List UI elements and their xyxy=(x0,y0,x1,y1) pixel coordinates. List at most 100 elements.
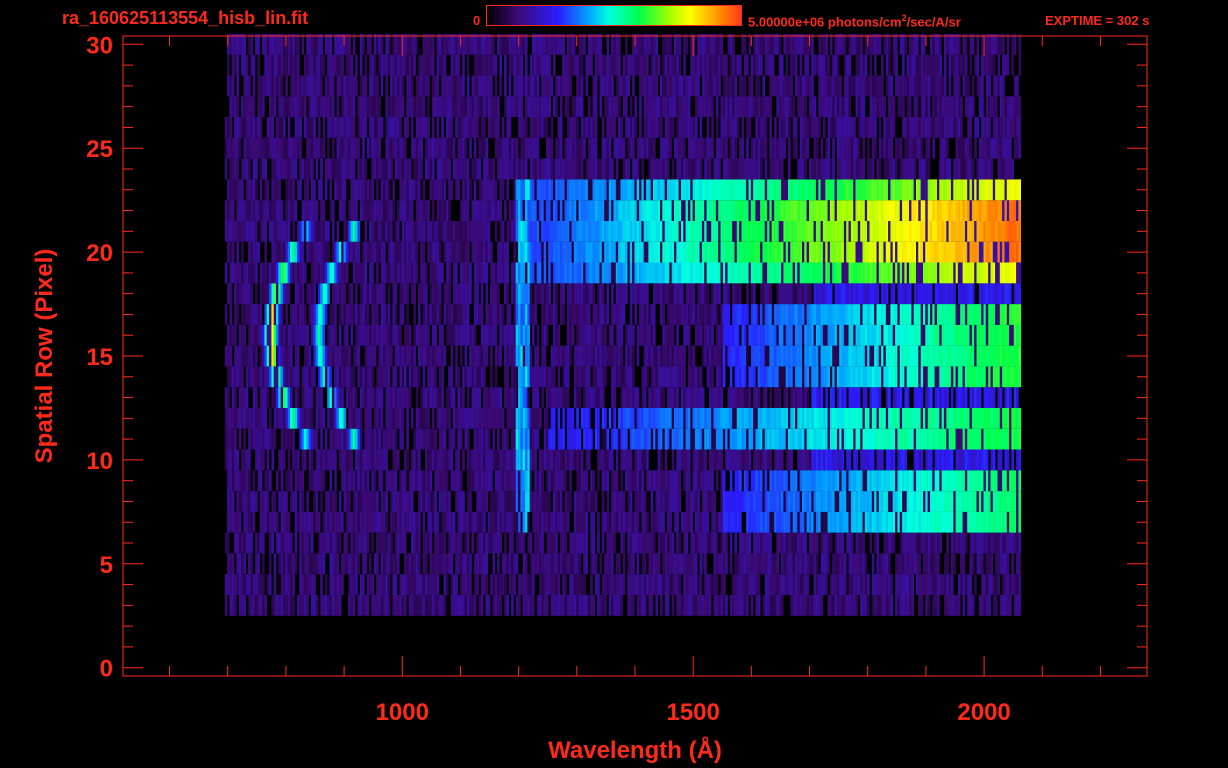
heatmap-cell xyxy=(722,574,726,595)
heatmap-cell xyxy=(778,532,782,554)
heatmap-cell xyxy=(380,345,384,367)
heatmap-cell xyxy=(234,283,237,305)
heatmap-cell xyxy=(273,553,277,575)
heatmap-cell xyxy=(869,345,873,367)
heatmap-cell xyxy=(762,428,765,450)
heatmap-cell xyxy=(904,262,907,284)
heatmap-cell xyxy=(839,387,842,408)
heatmap-cell xyxy=(380,532,384,554)
heatmap-cell xyxy=(890,532,893,554)
heatmap-cell xyxy=(387,428,391,450)
heatmap-cell xyxy=(785,470,789,492)
heatmap-cell xyxy=(923,366,926,388)
heatmap-cell xyxy=(639,304,642,325)
heatmap-cell xyxy=(264,407,267,429)
heatmap-cell xyxy=(792,532,796,554)
heatmap-cell xyxy=(434,470,437,492)
heatmap-cell xyxy=(431,491,435,512)
heatmap-cell xyxy=(960,407,963,429)
heatmap-cell xyxy=(925,283,928,305)
heatmap-cell xyxy=(871,407,875,429)
heatmap-cell xyxy=(436,262,440,284)
heatmap-cell xyxy=(788,283,791,305)
heatmap-cell xyxy=(564,491,568,512)
heatmap-cell xyxy=(678,595,682,616)
heatmap-cell xyxy=(832,345,835,367)
heatmap-cell xyxy=(592,553,596,575)
heatmap-cell xyxy=(802,470,805,492)
heatmap-cell xyxy=(425,387,428,408)
heatmap-cell xyxy=(932,407,935,429)
heatmap-cell xyxy=(366,428,370,450)
heatmap-cell xyxy=(529,532,533,554)
heatmap-cell xyxy=(874,532,877,554)
heatmap-cell xyxy=(271,532,274,554)
heatmap-cell xyxy=(767,553,770,575)
heatmap-cell xyxy=(418,553,421,575)
heatmap-cell xyxy=(583,511,586,533)
heatmap-cell xyxy=(885,366,889,388)
heatmap-cell xyxy=(532,428,535,450)
heatmap-cell xyxy=(269,553,272,575)
heatmap-cell xyxy=(248,470,251,492)
heatmap-cell xyxy=(932,345,935,367)
heatmap-cell xyxy=(632,283,635,305)
heatmap-cell xyxy=(997,304,1001,325)
heatmap-cell xyxy=(522,491,526,512)
heatmap-cell xyxy=(464,366,468,388)
heatmap-cell xyxy=(948,407,952,429)
heatmap-cell xyxy=(676,470,679,492)
heatmap-cell xyxy=(643,304,647,325)
heatmap-cell xyxy=(404,553,407,575)
heatmap-cell xyxy=(916,262,919,284)
heatmap-cell xyxy=(411,283,414,305)
heatmap-cell xyxy=(441,345,444,367)
heatmap-cell xyxy=(518,428,521,450)
heatmap-cell xyxy=(867,491,870,512)
heatmap-cell xyxy=(885,491,889,512)
heatmap-cell xyxy=(243,553,246,575)
heatmap-cell xyxy=(322,470,326,492)
heatmap-cell xyxy=(848,345,852,367)
heatmap-cell xyxy=(466,387,470,408)
heatmap-cell xyxy=(1018,366,1021,388)
heatmap-cell xyxy=(518,283,521,305)
heatmap-cell xyxy=(506,470,509,492)
heatmap-cell xyxy=(583,283,586,305)
heatmap-cell xyxy=(299,407,302,429)
heatmap-cell xyxy=(422,428,426,450)
heatmap-cell xyxy=(727,387,731,408)
heatmap-cell xyxy=(818,511,821,533)
heatmap-cell xyxy=(362,324,365,346)
heatmap-cell xyxy=(341,366,344,388)
heatmap-cell xyxy=(594,366,598,388)
heatmap-cell xyxy=(841,553,845,575)
heatmap-cell xyxy=(1004,407,1008,429)
heatmap-cell xyxy=(280,574,284,595)
heatmap-cell xyxy=(320,449,323,471)
heatmap-cell xyxy=(445,324,449,346)
heatmap-cell xyxy=(511,553,514,575)
heatmap-cell xyxy=(243,532,246,554)
heatmap-cell xyxy=(750,304,754,325)
heatmap-cell xyxy=(650,366,654,388)
heatmap-cell xyxy=(778,491,782,512)
heatmap-cell xyxy=(611,366,614,388)
heatmap-cell xyxy=(953,283,956,305)
heatmap-cell xyxy=(769,387,772,408)
heatmap-cell xyxy=(397,345,400,367)
heatmap-cell xyxy=(795,262,798,284)
heatmap-cell xyxy=(725,449,728,471)
heatmap-cell xyxy=(329,407,333,429)
heatmap-cell xyxy=(406,574,409,595)
heatmap-cell xyxy=(878,324,882,346)
heatmap-cell xyxy=(520,262,523,284)
heatmap-cell xyxy=(283,324,286,346)
heatmap-cell xyxy=(785,428,789,450)
heatmap-cell xyxy=(583,428,586,450)
heatmap-cell xyxy=(832,366,835,388)
heatmap-cell xyxy=(997,574,1001,595)
heatmap-cell xyxy=(276,304,279,325)
heatmap-cell xyxy=(334,449,337,471)
heatmap-cell xyxy=(562,345,565,367)
